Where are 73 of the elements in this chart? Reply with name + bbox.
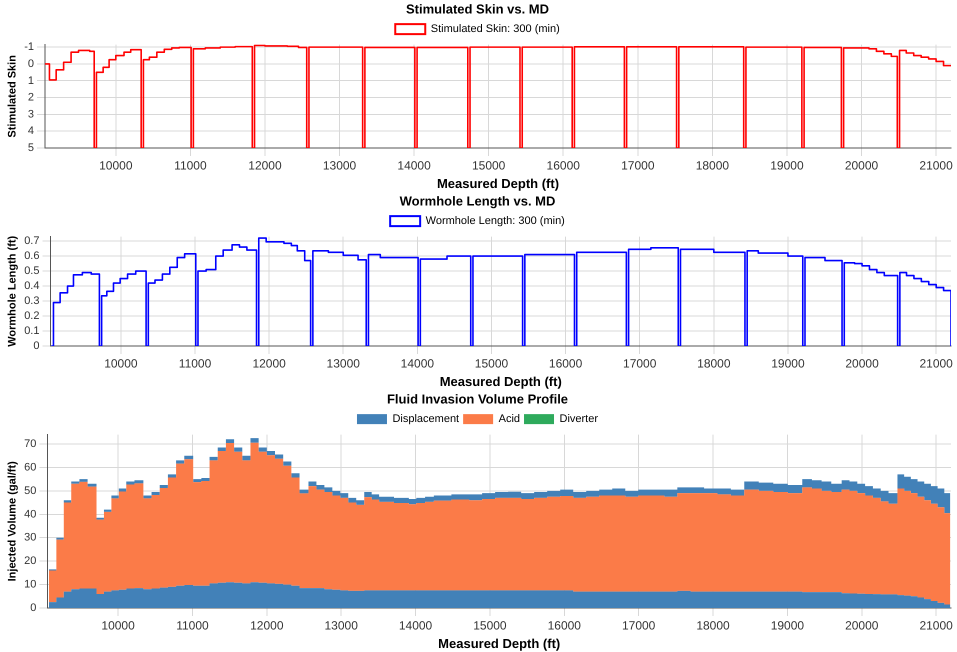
y-tick-label: 2 xyxy=(28,92,34,104)
x-axis-title: Measured Depth (ft) xyxy=(438,636,560,651)
y-tick-label: 0 xyxy=(30,602,36,614)
y-tick-label: 60 xyxy=(24,461,36,474)
legend-label: Wormhole Length: 300 (min) xyxy=(426,215,565,228)
x-tick-label: 19000 xyxy=(770,618,804,633)
y-tick-label: 10 xyxy=(24,578,36,591)
y-axis-title: Wormhole Length (ft) xyxy=(6,235,19,347)
y-tick-label: 0.6 xyxy=(24,250,40,262)
x-tick-label: 12000 xyxy=(250,618,284,633)
x-axis-title: Measured Depth (ft) xyxy=(440,374,562,389)
x-tick-label: 16000 xyxy=(548,356,583,371)
x-tick-label: 10000 xyxy=(101,618,136,633)
x-tick-label: 17000 xyxy=(622,618,656,633)
x-tick-label: 15000 xyxy=(472,158,506,173)
x-tick-label: 15000 xyxy=(474,356,508,371)
chart-title: Stimulated Skin vs. MD xyxy=(406,1,550,16)
y-tick-label: 3 xyxy=(28,108,34,120)
x-tick-label: 16000 xyxy=(548,618,582,633)
x-tick-label: 14000 xyxy=(400,356,434,371)
y-tick-label: 0 xyxy=(28,58,34,70)
y-tick-label: 5 xyxy=(28,142,34,154)
x-tick-label: 12000 xyxy=(252,356,286,371)
y-tick-label: 1 xyxy=(28,74,34,87)
x-tick-label: 13000 xyxy=(324,618,358,633)
chart-title: Fluid Invasion Volume Profile xyxy=(386,391,568,406)
legend-label: Stimulated Skin: 300 (min) xyxy=(430,23,560,36)
x-tick-label: 13000 xyxy=(322,158,357,173)
x-tick-label: 20000 xyxy=(844,158,879,173)
legend-label: Diverter xyxy=(560,413,598,426)
y-tick-label: 0.5 xyxy=(24,265,40,278)
x-tick-label: 11000 xyxy=(174,158,207,173)
y-tick-label: 0 xyxy=(33,340,40,352)
x-tick-label: 11000 xyxy=(178,356,212,371)
x-tick-label: 14000 xyxy=(398,618,433,633)
legend-label: Displacement xyxy=(392,413,460,426)
y-tick-label: 50 xyxy=(24,484,36,497)
x-tick-label: 20000 xyxy=(845,356,880,371)
x-axis-title: Measured Depth (ft) xyxy=(436,176,560,191)
x-tick-label: 10000 xyxy=(99,158,133,173)
y-tick-label: 40 xyxy=(24,508,36,520)
x-tick-label: 21000 xyxy=(919,356,954,371)
x-tick-label: 19000 xyxy=(770,158,804,173)
y-tick-label: 20 xyxy=(24,555,36,568)
y-tick-label: 70 xyxy=(24,438,36,450)
x-tick-label: 12000 xyxy=(248,158,282,173)
x-tick-label: 18000 xyxy=(696,158,730,173)
x-tick-label: 11000 xyxy=(176,618,210,633)
legend-label: Acid xyxy=(498,413,520,426)
x-tick-label: 16000 xyxy=(546,158,580,173)
x-tick-label: 18000 xyxy=(697,356,731,371)
chart-title: Wormhole Length vs. MD xyxy=(400,193,556,208)
y-tick-label: 0.4 xyxy=(24,280,40,292)
x-tick-label: 13000 xyxy=(326,356,360,371)
x-tick-label: 21000 xyxy=(919,618,954,633)
x-tick-label: 19000 xyxy=(771,356,805,371)
y-tick-label: -1 xyxy=(24,41,34,54)
y-tick-label: 0.2 xyxy=(24,310,40,322)
x-tick-label: 10000 xyxy=(104,356,138,371)
x-tick-label: 17000 xyxy=(623,356,657,371)
x-tick-label: 18000 xyxy=(696,618,730,633)
y-axis-title: Injected Volume (gal/ft) xyxy=(6,460,19,582)
x-tick-label: 17000 xyxy=(621,158,655,173)
x-tick-label: 14000 xyxy=(397,158,432,173)
x-tick-label: 15000 xyxy=(473,618,507,633)
x-tick-label: 21000 xyxy=(919,158,954,173)
y-tick-label: 0.1 xyxy=(24,325,40,338)
y-axis-title: Stimulated Skin xyxy=(6,54,19,138)
y-tick-label: 30 xyxy=(24,532,36,544)
y-tick-label: 4 xyxy=(28,125,34,138)
y-tick-label: 0.7 xyxy=(24,235,40,248)
x-tick-label: 20000 xyxy=(845,618,879,633)
y-tick-label: 0.3 xyxy=(24,295,40,308)
